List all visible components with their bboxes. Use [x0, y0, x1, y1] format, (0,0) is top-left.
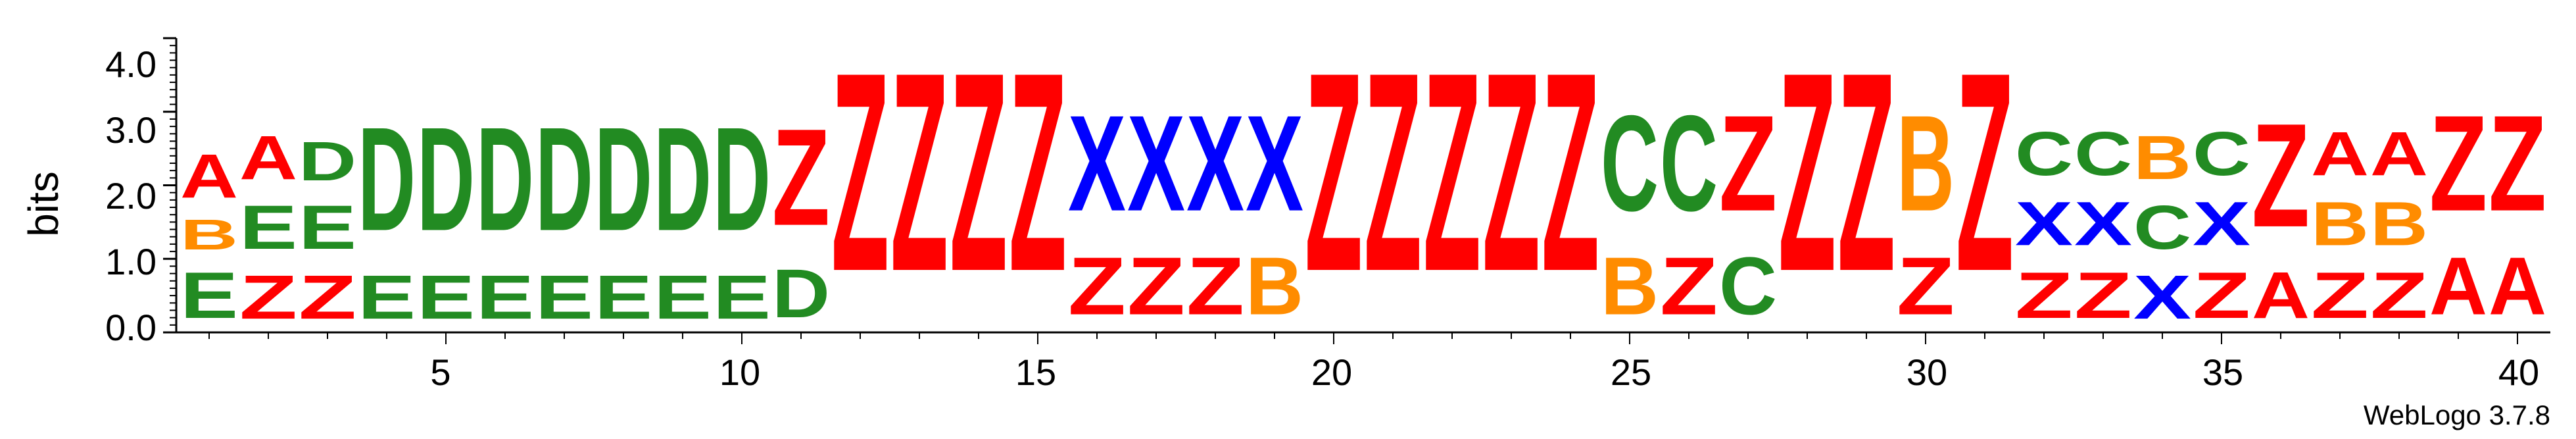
logo-letter-z: Z: [239, 263, 297, 332]
logo-letter-z: Z: [1660, 240, 1718, 332]
logo-letter-b: B: [1897, 88, 1955, 240]
logo-letter-e: E: [654, 263, 712, 332]
logo-letter-c: C: [2193, 119, 2250, 189]
logo-letter-a: A: [239, 123, 297, 193]
logo-letter-x: X: [2015, 189, 2073, 259]
logo-letter-x: X: [2133, 263, 2191, 332]
logo-letter-z: Z: [1482, 14, 1540, 331]
logo-letter-z: Z: [1778, 14, 1836, 331]
x-tick-label: 30: [1907, 351, 1947, 393]
logo-letter-z: Z: [950, 14, 1008, 331]
logo-letter-e: E: [595, 263, 652, 332]
logo-letter-e: E: [239, 193, 297, 263]
logo-letter-d: D: [595, 97, 652, 262]
logo-letter-a: A: [180, 142, 238, 211]
logo-letter-z: Z: [890, 14, 948, 331]
y-axis: 0.0 1.0 2.0 3.0 4.0 bits: [20, 37, 178, 348]
logo-letter-a: A: [2311, 119, 2369, 189]
logo-letter-e: E: [180, 259, 238, 332]
logo-letter-x: X: [1127, 87, 1185, 240]
logo-letter-a: A: [2252, 259, 2310, 332]
logo-letter-c: C: [2133, 193, 2191, 263]
logo-letter-x: X: [1246, 87, 1303, 240]
y-tick-label: 2.0: [105, 175, 157, 217]
logo-letter-x: X: [2193, 189, 2250, 259]
logo-letter-x: X: [1186, 87, 1244, 240]
logo-letter-e: E: [476, 263, 534, 332]
y-tick-label: 1.0: [105, 241, 157, 282]
logo-letter-b: B: [2311, 189, 2369, 259]
weblogo-version-footer: WebLogo 3.7.8: [2364, 400, 2550, 430]
logo-letter-d: D: [535, 97, 593, 262]
y-tick-label: 0.0: [105, 307, 157, 348]
x-tick-label: 25: [1611, 351, 1651, 393]
logo-letter-b: B: [2133, 123, 2191, 193]
logo-letter-c: C: [2074, 119, 2132, 189]
logo-letter-z: Z: [2489, 86, 2546, 239]
logo-letter-c: C: [1660, 88, 1718, 240]
logo-letter-z: Z: [2252, 92, 2310, 257]
logo-letter-e: E: [417, 263, 475, 332]
logo-letter-z: Z: [831, 14, 889, 331]
logo-letter-b: B: [1601, 240, 1659, 332]
x-tick-label: 40: [2498, 351, 2539, 393]
logo-letter-b: B: [1246, 240, 1303, 332]
logo-letter-z: Z: [2074, 259, 2132, 332]
x-tick-label: 20: [1311, 351, 1352, 393]
logo-letter-z: Z: [2370, 259, 2428, 332]
logo-letter-x: X: [1068, 87, 1126, 240]
logo-letter-a: A: [2489, 240, 2546, 332]
logo-letter-z: Z: [1127, 240, 1185, 332]
logo-letter-e: E: [713, 263, 771, 332]
logo-letter-d: D: [358, 97, 416, 262]
logo-letter-d: D: [713, 97, 771, 262]
logo-letter-z: Z: [1837, 14, 1895, 331]
logo-letter-b: B: [2370, 189, 2428, 259]
logo-letter-e: E: [358, 263, 416, 332]
logo-letter-d: D: [476, 97, 534, 262]
logo-letter-z: Z: [1305, 14, 1363, 331]
x-tick-label: 35: [2202, 351, 2243, 393]
logo-letter-b: B: [180, 211, 238, 259]
logo-letter-z: Z: [2193, 259, 2250, 332]
x-tick-label: 15: [1015, 351, 1056, 393]
logo-letter-a: A: [2429, 240, 2487, 332]
logo-letter-z: Z: [1068, 240, 1126, 332]
logo-letter-z: Z: [1364, 14, 1422, 331]
logo-letter-a: A: [2370, 119, 2428, 189]
x-tick-label: 5: [430, 351, 450, 393]
logo-letter-c: C: [1719, 240, 1777, 332]
logo-letter-x: X: [2074, 189, 2132, 259]
logo-letter-z: Z: [299, 263, 356, 332]
logo-letter-d: D: [417, 97, 475, 262]
logo-letter-c: C: [1601, 88, 1659, 240]
y-tick-label: 4.0: [105, 43, 157, 85]
y-tick-label: 3.0: [105, 109, 157, 151]
logo-letter-z: Z: [1719, 86, 1777, 239]
logo-letter-z: Z: [1897, 240, 1955, 332]
logo-letter-z: Z: [772, 101, 830, 255]
logo-letter-c: C: [2015, 119, 2073, 189]
logo-letter-z: Z: [1542, 14, 1599, 331]
logo-letter-d: D: [772, 255, 830, 332]
x-axis: 5 10 15 20 25 30 35 40: [176, 331, 2550, 393]
logo-letter-d: D: [654, 97, 712, 262]
logo-letter-z: Z: [1423, 14, 1481, 331]
logo-letter-z: Z: [2015, 259, 2073, 332]
logo-letter-e: E: [535, 263, 593, 332]
logo-letter-z: Z: [1956, 14, 2014, 331]
logo-letter-z: Z: [2429, 86, 2487, 239]
logo-letter-e: E: [299, 193, 356, 263]
logo-letter-z: Z: [1009, 14, 1067, 331]
logo-letter-d: D: [299, 130, 356, 193]
logo-letter-z: Z: [1186, 240, 1244, 332]
y-axis-label: bits: [20, 171, 67, 237]
logo-letter-z: Z: [2311, 259, 2369, 332]
x-tick-label: 10: [719, 351, 760, 393]
